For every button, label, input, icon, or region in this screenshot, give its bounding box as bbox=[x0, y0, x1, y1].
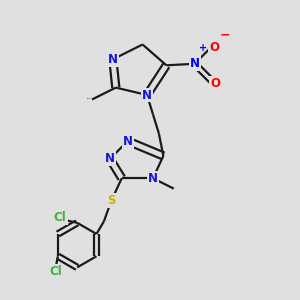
Text: O: O bbox=[209, 41, 219, 54]
Text: O: O bbox=[210, 76, 220, 90]
Text: methyl: methyl bbox=[87, 98, 92, 99]
Text: S: S bbox=[107, 194, 116, 207]
Text: Cl: Cl bbox=[54, 211, 67, 224]
Text: N: N bbox=[148, 172, 158, 185]
Text: N: N bbox=[105, 152, 115, 165]
Text: N: N bbox=[108, 53, 118, 66]
Text: N: N bbox=[142, 88, 152, 101]
Text: −: − bbox=[220, 28, 230, 41]
Text: Cl: Cl bbox=[49, 265, 62, 278]
Text: N: N bbox=[123, 135, 133, 148]
Text: +: + bbox=[199, 44, 207, 53]
Text: N: N bbox=[190, 57, 200, 70]
